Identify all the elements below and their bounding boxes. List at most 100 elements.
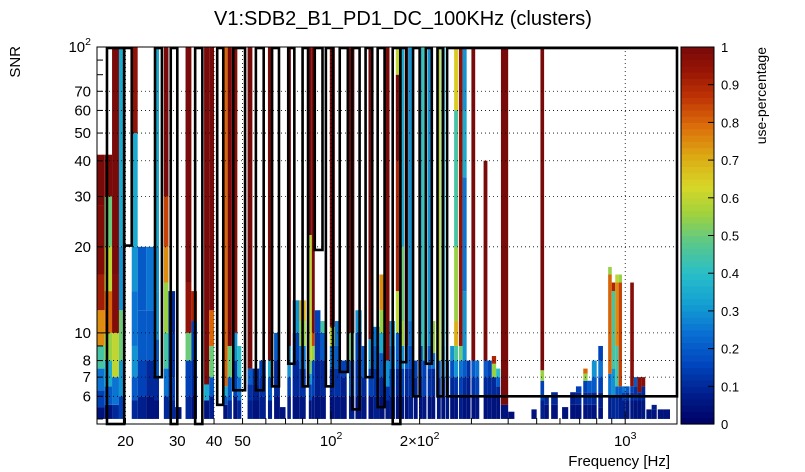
heatmap-cell	[334, 345, 341, 369]
palette-band	[681, 141, 714, 149]
heatmap-cell	[466, 396, 471, 419]
cluster-outline	[338, 46, 350, 374]
heatmap-cell	[483, 360, 488, 378]
palette-band	[681, 266, 714, 274]
palette-band	[681, 204, 714, 211]
heatmap-cell	[131, 291, 138, 346]
x-tick-label: 50	[234, 433, 251, 450]
heatmap-cell	[540, 400, 545, 419]
z-tick-label: 0.6	[721, 191, 739, 206]
palette-band	[681, 222, 714, 230]
heatmap-cell	[154, 339, 160, 378]
heatmap-cell	[163, 282, 169, 333]
heatmap-cell	[462, 110, 467, 178]
heatmap-cell	[491, 396, 497, 419]
heatmap-cell	[385, 47, 390, 361]
heatmap-cell	[379, 274, 385, 311]
heatmap-cell	[462, 177, 467, 292]
plot-frame	[96, 46, 678, 425]
heatmap-cell	[104, 246, 113, 292]
heatmap-cell	[458, 360, 463, 378]
palette-band	[681, 342, 714, 350]
heatmap-cell	[233, 332, 238, 361]
palette-band	[681, 241, 714, 249]
heatmap-cell	[458, 345, 463, 361]
heatmap-cell	[185, 47, 192, 283]
heatmap-cell	[209, 396, 215, 419]
heatmap-cell	[154, 377, 160, 401]
palette-band	[681, 65, 714, 73]
heatmap-cell	[163, 368, 169, 397]
heatmap-cell	[630, 282, 634, 387]
heatmap-cell	[137, 246, 147, 311]
heatmap-cell	[466, 360, 471, 378]
heatmap-cell	[651, 404, 657, 410]
heatmap-cell	[146, 310, 154, 361]
heatmap-cell	[154, 47, 160, 247]
y-tick-label: 7	[83, 369, 91, 386]
heatmap-cell	[185, 360, 192, 397]
heatmap-cell	[618, 386, 622, 397]
heatmap-cell	[247, 384, 253, 401]
heatmap-cell	[334, 321, 341, 346]
heatmap-cell	[163, 396, 169, 419]
heatmap-cell	[591, 404, 597, 419]
heatmap-cell	[163, 332, 169, 369]
heatmap-cell	[491, 363, 497, 378]
palette-band	[681, 417, 714, 425]
heatmap-cell	[587, 392, 592, 405]
heatmap-cell	[454, 110, 458, 247]
heatmap-cell	[320, 396, 326, 419]
heatmap-cell	[97, 154, 105, 206]
heatmap-cell	[209, 377, 215, 397]
cluster-outline	[436, 46, 445, 398]
heatmap-cell	[287, 396, 291, 419]
heatmap-cell	[361, 377, 367, 397]
heatmap-cell	[431, 321, 436, 354]
heatmap-cell	[340, 377, 347, 397]
heatmap-cell	[450, 377, 455, 397]
heatmap-cell	[131, 47, 138, 134]
heatmap-cell	[334, 368, 341, 397]
heatmap-cell	[436, 360, 441, 378]
heatmap-cell	[379, 377, 385, 397]
heatmap-cell	[611, 368, 616, 397]
heatmap-cell	[308, 400, 312, 419]
palette-band	[681, 361, 714, 369]
heatmap-cell	[373, 326, 380, 346]
palette-band	[681, 116, 714, 123]
cluster-outline	[286, 46, 296, 366]
heatmap-cell	[395, 291, 400, 333]
heatmap-cell	[657, 409, 664, 419]
palette-band	[681, 185, 714, 193]
heatmap-cell	[408, 396, 414, 419]
palette-band	[681, 323, 714, 331]
heatmap-cell	[450, 360, 455, 378]
heatmap-cell	[583, 404, 588, 419]
heatmap-cell	[227, 345, 232, 378]
cluster-outline	[301, 46, 310, 388]
palette-band	[681, 109, 714, 117]
heatmap-cell	[274, 360, 280, 397]
z-tick-label: 0.9	[721, 78, 739, 93]
palette-band	[681, 178, 714, 186]
heatmap-cell	[112, 377, 119, 405]
heatmap-cell	[611, 291, 616, 369]
cluster-outline	[424, 46, 434, 366]
heatmap-cell	[471, 360, 476, 378]
palette-band	[681, 260, 714, 268]
heatmap-cell	[97, 390, 105, 408]
heatmap-cell	[466, 377, 471, 397]
x-tick-label: 40	[206, 433, 223, 450]
palette-band	[681, 72, 714, 80]
heatmap-cell	[227, 377, 232, 401]
heatmap-cell	[399, 396, 405, 419]
heatmap-cell	[404, 368, 409, 397]
heatmap-cell	[361, 396, 367, 419]
palette-band	[681, 373, 714, 381]
heatmap-cell	[146, 246, 154, 311]
heatmap-cell	[637, 377, 642, 393]
heatmap-cell	[308, 373, 312, 385]
heatmap-cell	[608, 274, 612, 374]
heatmap-cell	[615, 345, 619, 387]
